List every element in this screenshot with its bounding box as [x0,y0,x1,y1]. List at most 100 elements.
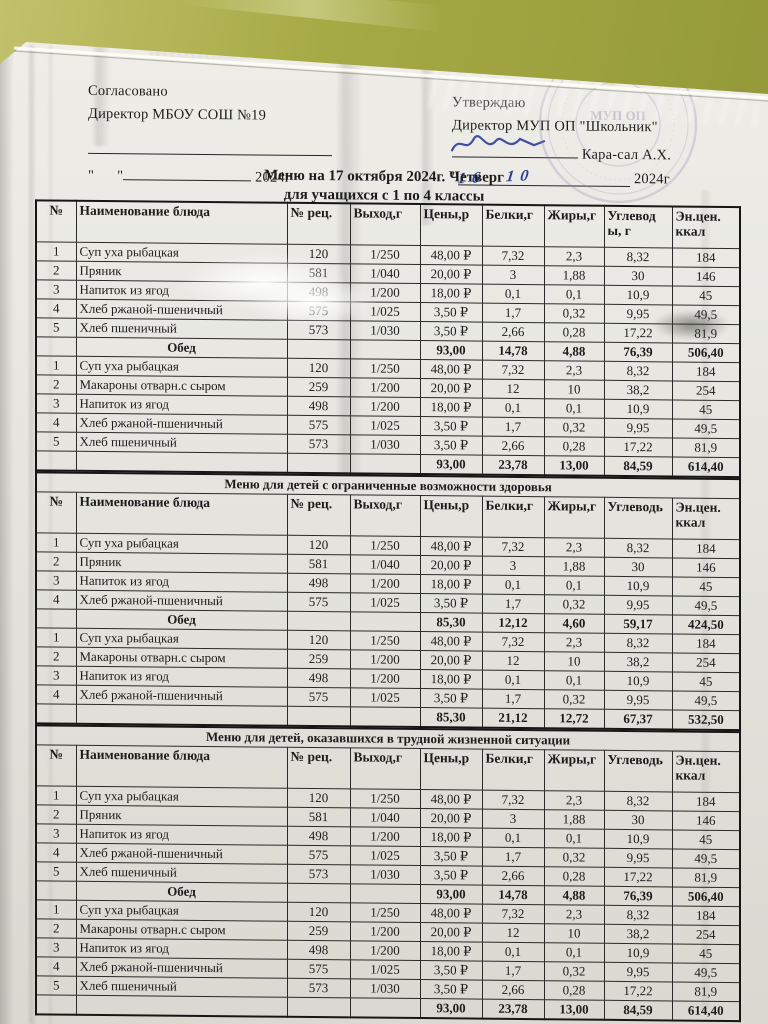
table-cell: 0,32 [544,689,604,710]
table-cell: 5 [36,861,76,882]
table-cell: 10,9 [604,399,672,419]
table-cell: 0,1 [482,828,544,848]
table-cell [287,706,350,727]
table-cell: 2 [36,551,76,572]
table-cell: 573 [287,864,350,884]
table-cell: 3,50 ₽ [420,321,482,342]
table-cell: 3 [36,823,76,844]
table-cell: 3,50 ₽ [420,865,482,886]
table-cell: 45 [672,399,740,420]
table-cell: Хлеб ржаной-пшеничный [76,957,287,979]
table-cell: 1,7 [482,594,544,614]
table-cell: 581 [287,554,350,574]
table-cell: 2,3 [544,360,604,381]
table-cell: 17,22 [604,437,672,457]
table-cell: 10 [544,379,604,400]
table-cell: 1,88 [544,809,604,830]
summary-label: Обед [76,337,287,359]
table-cell: 0,28 [544,866,604,887]
column-header: № рец. [287,494,350,536]
table-cell: Хлеб пшеничный [76,976,287,998]
table-cell: 10 [544,923,604,944]
table-cell: 498 [287,282,350,302]
summary-value: 12,72 [544,708,604,729]
table-cell: 1/030 [350,864,420,885]
table-cell: 20,00 ₽ [420,650,482,671]
table-cell: 498 [287,826,350,846]
table-cell: 38,2 [604,652,672,672]
table-cell [350,453,420,475]
table-cell: 120 [287,788,350,808]
table-cell: 1,7 [482,689,544,709]
column-header: Цены,р [420,748,482,791]
table-cell: 254 [672,380,740,401]
column-header: № [36,491,76,534]
column-header: Цены,р [420,495,482,538]
column-header: Наименование блюда [76,492,287,536]
table-cell: 254 [672,652,741,673]
column-header: Белки,г [482,496,544,538]
table-cell: 573 [287,434,350,454]
table-cell: 120 [287,244,350,264]
table-cell: Хлеб ржаной-пшеничный [76,685,287,707]
table-cell: Хлеб ржаной-пшеничный [76,590,287,612]
summary-value: 614,40 [672,456,740,478]
table-cell: 48,00 ₽ [420,359,482,380]
table-cell: 0,28 [544,980,604,1001]
table-cell: 2,3 [544,246,604,267]
table-cell [287,339,350,359]
table-cell: 8,32 [604,633,672,653]
summary-label [76,704,287,726]
table-cell: 2,3 [544,537,604,558]
summary-value: 14,78 [482,885,544,905]
column-header: Углеводь [604,497,672,539]
table-cell: Напиток из ягод [76,938,287,960]
table-cell: 10,9 [604,671,672,691]
table-cell [287,997,350,1018]
summary-label: Обед [76,609,287,631]
table-cell: 254 [672,924,741,945]
table-cell: 7,32 [482,537,544,557]
table-cell: Хлеб ржаной-пшеничный [76,843,287,865]
table-cell: 12 [482,379,544,399]
table-cell: 18,00 ₽ [420,574,482,595]
table-cell: 17,22 [604,981,672,1001]
table-cell: 4 [36,298,76,319]
table-cell [36,450,76,471]
table-cell: 1/250 [350,902,420,923]
table-cell: Суп уха рыбацкая [76,900,287,922]
table-cell: 30 [604,266,672,286]
table-cell: 573 [287,978,350,998]
table-cell: 3 [36,393,76,414]
table-cell: 1/025 [350,687,420,708]
table-cell: 12 [482,923,544,943]
table-cell: 8,32 [604,791,672,811]
table-cell: 3 [36,279,76,300]
summary-value: 93,00 [420,998,482,1019]
summary-value: 23,78 [482,999,544,1020]
table-cell: 575 [287,592,350,612]
table-cell: 2 [36,374,76,395]
table-cell: 10 [544,651,604,672]
table-cell: 49,5 [672,304,740,325]
column-header: № рец. [287,202,350,245]
table-cell: 1 [36,899,76,920]
table-cell [36,703,76,724]
table-cell: 3,50 ₽ [420,416,482,437]
table-cell: 1/030 [350,434,420,455]
column-header: Цены,р [420,204,482,247]
summary-value: 93,00 [420,884,482,905]
table-cell: 20,00 ₽ [420,555,482,576]
table-cell: 18,00 ₽ [420,941,482,962]
table-cell: Суп уха рыбацкая [76,356,287,378]
column-header: Выход,г [350,494,420,537]
table-cell: 1/200 [350,668,420,689]
summary-value: 506,40 [672,342,740,363]
table-cell: Хлеб ржаной-пшеничный [76,413,287,435]
table-cell [350,997,420,1019]
table-cell: Суп уха рыбацкая [76,242,287,264]
table-cell: 49,5 [672,418,740,439]
table-cell: 49,5 [672,690,741,711]
table-header-row: № Наименование блюда № рец. Выход,г Цены,р Бе… [36,744,741,793]
table-cell: 1/025 [350,592,420,613]
